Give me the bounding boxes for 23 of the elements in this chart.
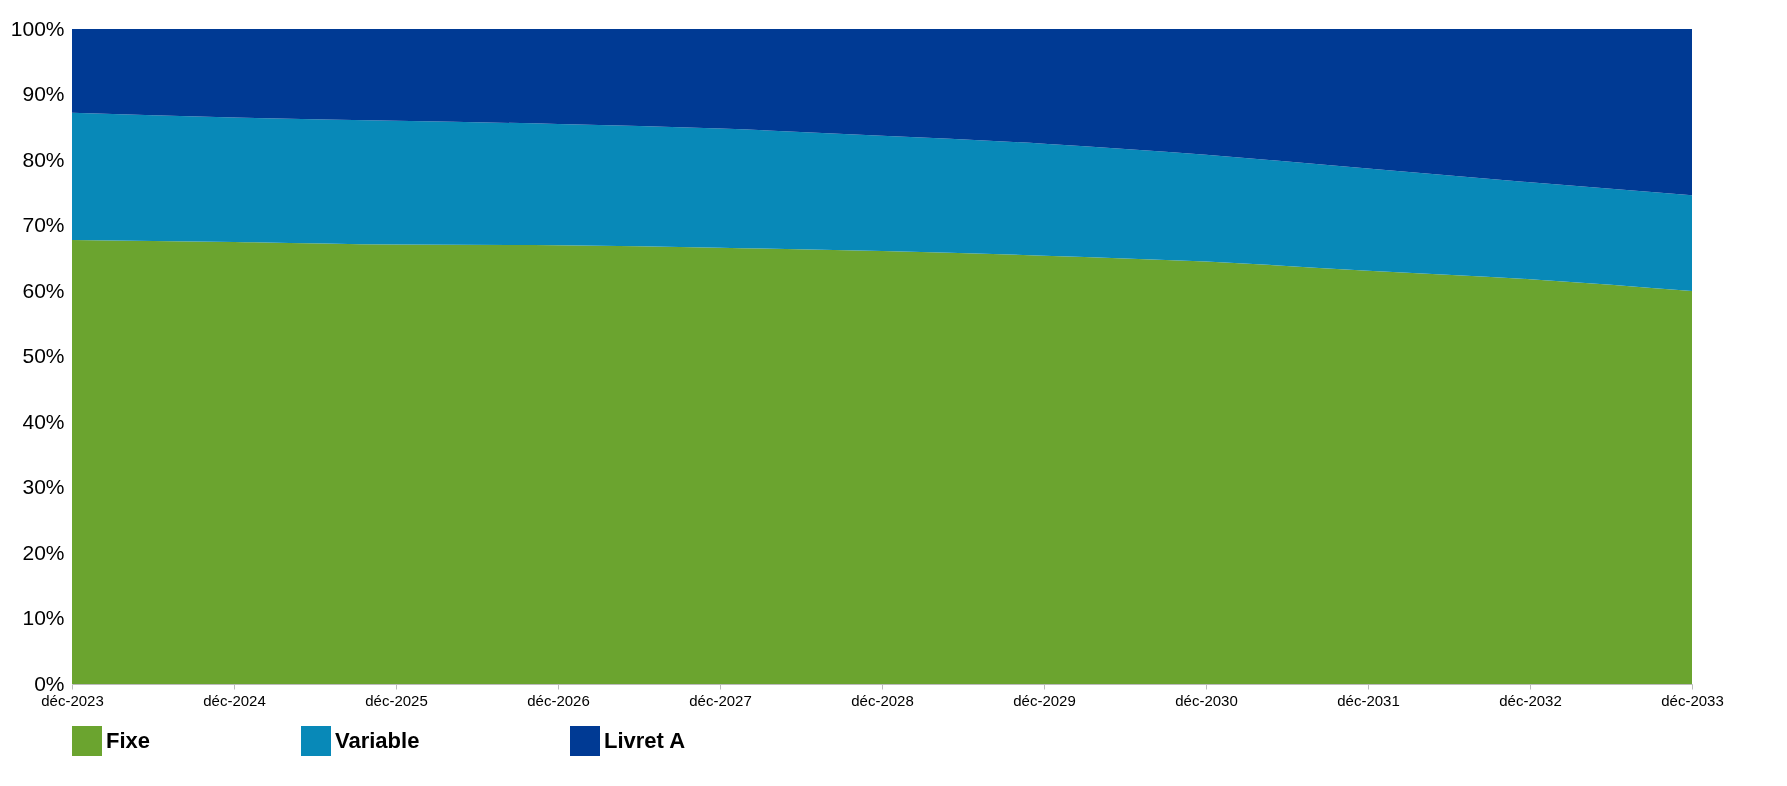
legend-label: Fixe — [106, 728, 151, 753]
y-tick-label: 40% — [22, 409, 65, 433]
y-tick-label: 80% — [22, 147, 65, 171]
x-tick-label: déc-2032 — [1499, 691, 1562, 709]
legend-label: Livret A — [604, 728, 686, 753]
y-tick-label: 60% — [22, 278, 65, 302]
x-tick-label: déc-2028 — [851, 691, 914, 709]
x-tick-label: déc-2024 — [203, 691, 266, 709]
y-tick-label: 90% — [22, 82, 65, 105]
x-tick-label: déc-2027 — [689, 691, 752, 709]
y-tick-label: 20% — [22, 540, 65, 564]
y-tick-label: 100% — [10, 16, 65, 40]
x-tick-label: déc-2033 — [1661, 691, 1724, 709]
x-tick-label: déc-2026 — [527, 691, 590, 709]
legend-label: Variable — [335, 728, 420, 753]
x-tick-label: déc-2029 — [1013, 691, 1076, 709]
y-tick-label: 30% — [22, 475, 65, 498]
y-tick-label: 10% — [22, 606, 65, 629]
x-tick-label: déc-2025 — [365, 691, 428, 709]
y-tick-label: 50% — [22, 344, 65, 367]
x-tick-label: déc-2030 — [1175, 691, 1238, 709]
x-tick-label: déc-2031 — [1337, 691, 1400, 709]
y-tick-label: 70% — [22, 213, 65, 236]
